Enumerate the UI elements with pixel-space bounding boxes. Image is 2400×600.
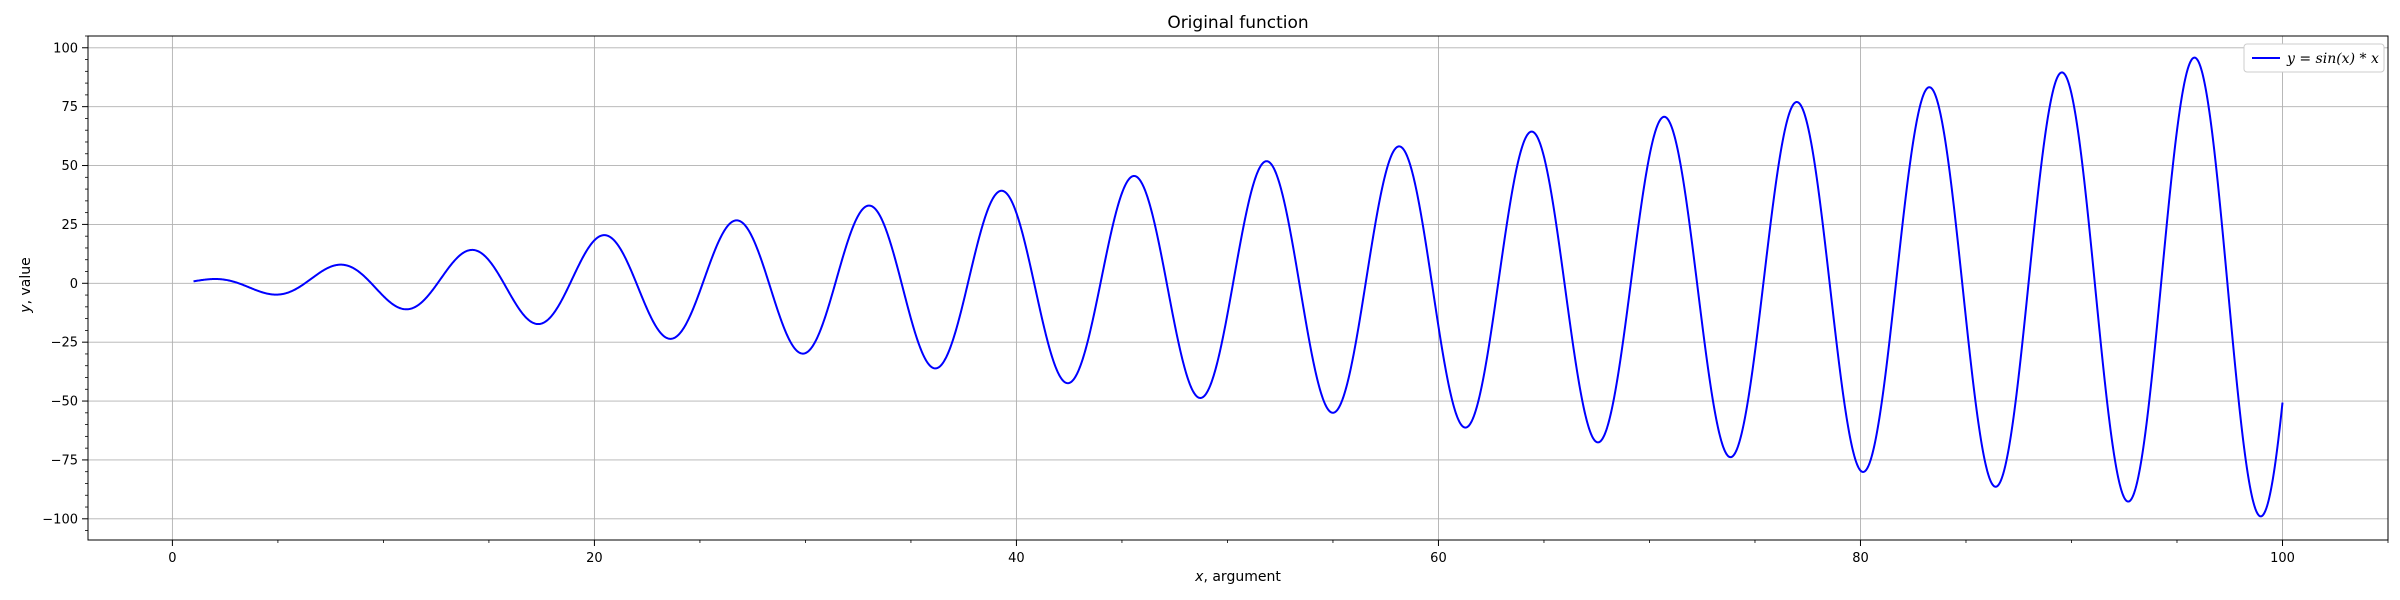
- x-axis-label: x, argument: [1194, 569, 1281, 585]
- y-tick-label: 100: [53, 41, 78, 56]
- x-tick-label: 0: [168, 551, 176, 566]
- x-tick-label: 80: [1852, 551, 1869, 566]
- x-tick-label: 40: [1008, 551, 1025, 566]
- y-tick-label: 50: [61, 159, 78, 174]
- x-tick-label: 20: [586, 551, 603, 566]
- legend-label: y = sin(x) * x: [2286, 51, 2379, 67]
- y-axis-label: y, value: [18, 257, 34, 313]
- x-tick-label: 100: [2270, 551, 2295, 566]
- y-tick-label: −75: [51, 453, 78, 468]
- series-layer: [193, 56, 2284, 518]
- y-tick-label: 25: [61, 218, 78, 233]
- series-line: [193, 56, 2284, 518]
- x-tick-label: 60: [1430, 551, 1447, 566]
- legend-box: [2243, 43, 2385, 73]
- plot-frame: [87, 35, 2389, 541]
- grid: [88, 36, 2388, 540]
- ticks: 0 20 40 60 80 100 −100 −75 −50 −25 0 25 50 75 100: [42, 35, 2389, 566]
- legend: y = sin(x) * x: [2243, 43, 2385, 73]
- y-tick-label: −25: [51, 336, 78, 351]
- y-tick-label: 75: [61, 100, 78, 115]
- y-tick-label: 0: [70, 277, 78, 292]
- y-tick-label: −100: [42, 512, 78, 527]
- chart-title: Original function: [1167, 13, 1308, 33]
- y-tick-label: −50: [51, 395, 78, 410]
